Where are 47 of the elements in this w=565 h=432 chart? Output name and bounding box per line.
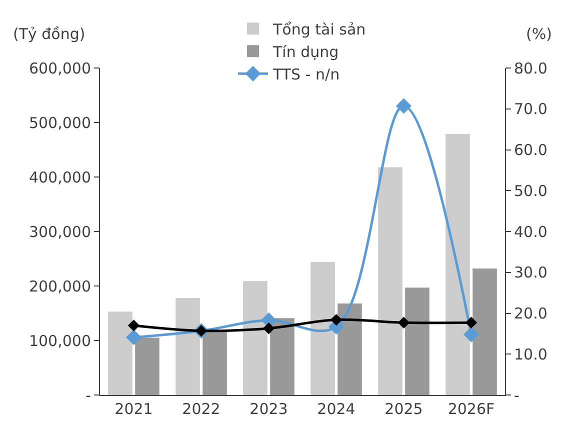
y2-axis-title: (%) (526, 25, 552, 43)
y-tick-label: 600,000 (28, 59, 91, 78)
y2-tick-label: 20.0 (514, 304, 548, 322)
y2-tick-label: 70.0 (514, 100, 548, 118)
point (396, 98, 412, 114)
y2-tick-label: 80.0 (514, 59, 548, 78)
bar (135, 338, 160, 395)
y-tick-label: 100,000 (28, 332, 91, 350)
x-tick-label: 2024 (317, 400, 356, 418)
x-tick-label: 2021 (114, 400, 153, 418)
point (126, 330, 142, 346)
bar (176, 298, 200, 395)
point (463, 326, 480, 342)
y-axis-title: (Tỷ đồng) (13, 25, 86, 43)
x-tick-label: 2026F (448, 400, 495, 418)
bar (472, 268, 497, 395)
bar (405, 288, 430, 395)
y2-tick-label: 40.0 (514, 222, 548, 241)
y-tick-label: 300,000 (28, 222, 91, 241)
point (262, 322, 275, 334)
x-tick-label: 2023 (250, 400, 288, 418)
point (465, 316, 478, 328)
bar (108, 312, 132, 395)
y2-tick-label: 60.0 (514, 141, 548, 159)
bar (446, 134, 470, 395)
point (128, 320, 140, 332)
bar (243, 281, 268, 395)
y-tick-label: - (86, 386, 91, 404)
bar (378, 167, 402, 395)
y2-tick-label: 50.0 (514, 182, 548, 200)
x-tick-label: 2025 (384, 400, 423, 418)
x-tick-label: 2022 (182, 400, 220, 418)
legend-label: Tín dụng (272, 43, 339, 62)
bar (338, 303, 362, 395)
bar (310, 262, 335, 395)
point (398, 316, 410, 328)
legend-label: TTS - n/n (272, 66, 340, 84)
y-tick-label: 400,000 (28, 168, 91, 186)
y-tick-label: 200,000 (28, 277, 91, 296)
y-tick-label: 500,000 (28, 114, 91, 132)
bar (202, 330, 227, 395)
bar (270, 318, 294, 395)
y2-tick-label: 30.0 (514, 264, 548, 282)
y2-tick-label: - (514, 386, 520, 404)
y2-tick-label: 10.0 (514, 345, 548, 364)
legend-label: Tổng tài sản (272, 20, 366, 39)
point (330, 314, 342, 326)
